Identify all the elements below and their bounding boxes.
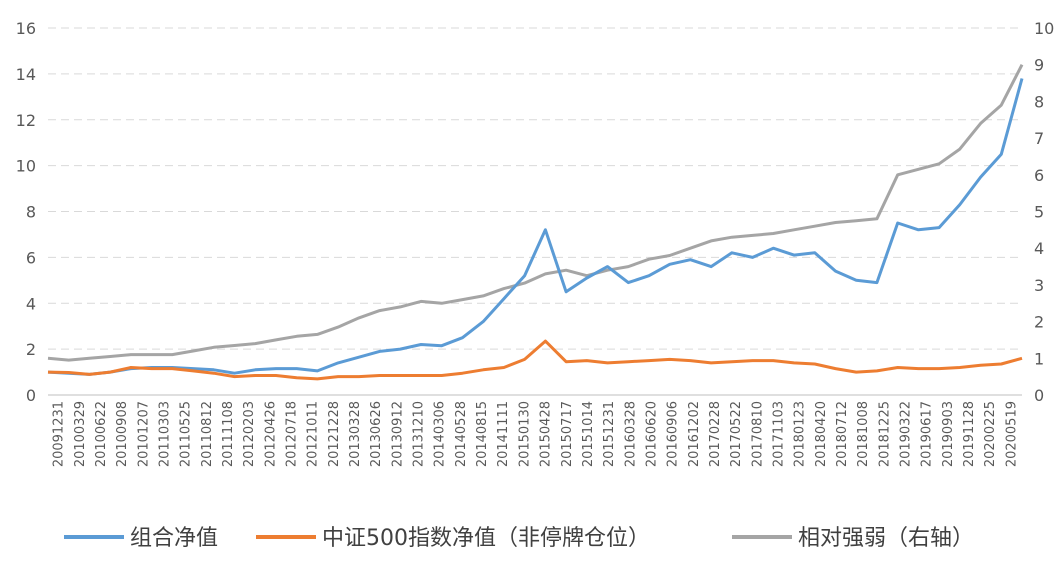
x-tick-label: 20120718: [285, 401, 300, 467]
x-tick-label: 20181225: [877, 401, 892, 467]
x-tick-label: 20121011: [306, 401, 321, 467]
x-tick-label: 20180123: [793, 401, 808, 467]
y-right-tick-label: 10: [1034, 19, 1054, 38]
y-left-tick-label: 8: [26, 203, 36, 222]
legend: 组合净值 中证500指数净值（非停牌仓位） 相对强弱（右轴）: [64, 526, 974, 551]
x-tick-label: 20190322: [899, 401, 914, 467]
x-tick-label: 20140528: [454, 401, 469, 467]
legend-label-relative-strength: 相对强弱（右轴）: [798, 526, 974, 551]
x-tick-label: 20170810: [750, 401, 765, 467]
x-tick-label: 20100908: [115, 401, 130, 467]
left-y-axis: 0 2 4 6 8 10 12 14 16: [16, 19, 36, 405]
x-tick-label: 20181008: [856, 401, 871, 467]
legend-label-csi500: 中证500指数净值（非停牌仓位）: [322, 526, 650, 551]
x-tick-label: 20160906: [666, 401, 681, 467]
series-line-2: [47, 64, 1024, 362]
x-tick-label: 20150130: [517, 401, 532, 467]
y-right-tick-label: 9: [1034, 56, 1044, 75]
x-tick-label: 20200225: [983, 401, 998, 467]
y-left-tick-label: 4: [26, 294, 36, 313]
legend-item-relative-strength: 相对强弱（右轴）: [732, 526, 974, 551]
y-left-tick-label: 10: [16, 157, 36, 176]
gridlines: [48, 27, 1022, 350]
y-right-tick-label: 3: [1034, 276, 1044, 295]
x-tick-label: 20140815: [475, 401, 490, 467]
y-left-tick-label: 14: [16, 65, 36, 84]
x-tick-label: 20160328: [623, 401, 638, 467]
x-tick-label: 20190903: [941, 401, 956, 467]
x-tick-label: 20101207: [136, 401, 151, 467]
legend-item-csi500: 中证500指数净值（非停牌仓位）: [256, 526, 650, 551]
x-tick-label: 20110303: [157, 401, 172, 467]
x-tick-label: 20151231: [602, 401, 617, 467]
y-right-tick-label: 6: [1034, 166, 1044, 185]
x-tick-label: 20160620: [644, 401, 659, 467]
x-tick-label: 20111108: [221, 401, 236, 467]
y-right-tick-label: 7: [1034, 129, 1044, 148]
x-tick-label: 20100622: [94, 401, 109, 467]
x-tick-label: 20200519: [1004, 401, 1019, 467]
y-right-tick-label: 0: [1034, 386, 1044, 405]
x-tick-label: 20121228: [327, 401, 342, 467]
series-line-1: [47, 339, 1023, 381]
x-tick-label: 20151014: [581, 401, 596, 467]
x-tick-label: 20141111: [496, 401, 511, 467]
x-axis: 20091231 20100329 20100622 20100908 20101207…: [52, 401, 1020, 467]
series-line-0: [47, 78, 1024, 376]
x-tick-label: 20120426: [263, 401, 278, 467]
x-tick-label: 20130626: [369, 401, 384, 467]
x-tick-label: 20110812: [200, 401, 215, 467]
x-tick-label: 20161202: [687, 401, 702, 467]
x-tick-label: 20120203: [242, 401, 257, 467]
x-tick-label: 20100329: [73, 401, 88, 467]
y-left-tick-label: 0: [26, 386, 36, 405]
x-tick-label: 20130912: [390, 401, 405, 467]
x-tick-label: 20150428: [539, 401, 554, 467]
x-tick-label: 20180712: [835, 401, 850, 467]
x-tick-label: 20091231: [52, 401, 67, 467]
y-right-tick-label: 8: [1034, 92, 1044, 111]
y-right-tick-label: 5: [1034, 203, 1044, 222]
x-tick-label: 20150717: [560, 401, 575, 467]
x-tick-label: 20190617: [920, 401, 935, 467]
series-lines: [47, 64, 1024, 381]
x-tick-label: 20180420: [814, 401, 829, 467]
legend-item-portfolio: 组合净值: [64, 526, 218, 551]
y-left-tick-label: 12: [16, 111, 36, 130]
y-left-tick-label: 2: [26, 340, 36, 359]
x-tick-label: 20191128: [962, 401, 977, 467]
x-tick-label: 20140306: [433, 401, 448, 467]
x-tick-label: 20170522: [729, 401, 744, 467]
x-tick-label: 20131210: [412, 401, 427, 467]
x-tick-label: 20130328: [348, 401, 363, 467]
y-left-tick-label: 16: [16, 19, 36, 38]
right-y-axis: 0 1 2 3 4 5 6 7 8 9 10: [1034, 19, 1054, 405]
legend-label-portfolio: 组合净值: [130, 526, 218, 551]
y-left-tick-label: 6: [26, 248, 36, 267]
y-right-tick-label: 1: [1034, 349, 1044, 368]
y-right-tick-label: 2: [1034, 313, 1044, 332]
x-tick-label: 20171103: [772, 401, 787, 467]
y-right-tick-label: 4: [1034, 239, 1044, 258]
x-tick-label: 20170228: [708, 401, 723, 467]
x-tick-label: 20110525: [179, 401, 194, 467]
